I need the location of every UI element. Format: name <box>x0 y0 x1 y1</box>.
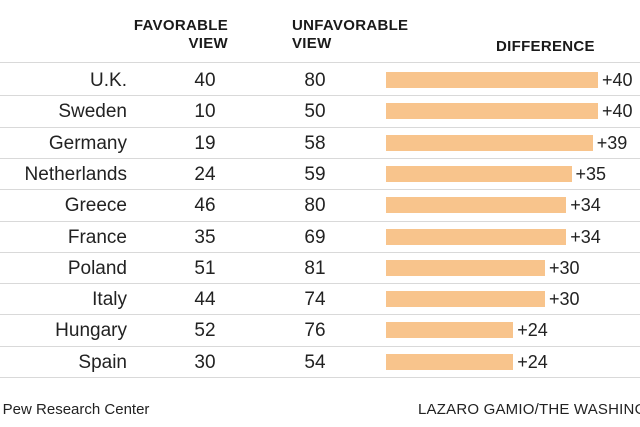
country-label: U.K. <box>90 70 127 91</box>
unfavorable-value: 81 <box>304 257 326 279</box>
table-row: Spain 30 54 +24 <box>0 347 640 378</box>
row-divider <box>0 251 640 253</box>
favorable-header-line-1: FAVORABLE <box>133 17 228 34</box>
country-label: Sweden <box>58 101 127 123</box>
difference-label: +24 <box>517 320 548 341</box>
table-row: France 35 69 +34 <box>0 222 640 253</box>
table-row: Poland 51 81 +30 <box>0 253 640 284</box>
difference-label: +30 <box>549 289 580 310</box>
country-label: Greece <box>64 195 127 217</box>
country-label: Poland <box>67 257 127 279</box>
favorable-header-line-2: VIEW <box>188 35 228 52</box>
row-divider <box>0 345 640 347</box>
favorable-value: 19 <box>194 132 216 154</box>
favorable-value: 40 <box>194 70 216 91</box>
difference-label: +35 <box>575 163 607 184</box>
row-divider <box>0 95 640 97</box>
unfavorable-value: 76 <box>304 320 326 342</box>
unfavorable-value: 74 <box>304 289 326 311</box>
favorable-value: 30 <box>194 351 216 373</box>
difference-label: +39 <box>596 132 628 153</box>
table-row: Netherlands 24 59 +35 <box>0 159 640 190</box>
unfavorable-value: 50 <box>304 101 326 123</box>
unfavorable-value: 54 <box>304 351 326 373</box>
unfavorable-value: 58 <box>304 132 326 154</box>
difference-bar <box>386 259 545 276</box>
country-label: Netherlands <box>24 163 127 185</box>
unfavorable-value: 69 <box>304 226 326 248</box>
country-label: Spain <box>78 351 127 373</box>
difference-bar <box>386 322 514 339</box>
row-divider <box>0 377 640 378</box>
table-row: Germany 19 58 +39 <box>0 128 640 159</box>
difference-label: +40 <box>602 101 633 122</box>
row-divider <box>0 314 640 316</box>
country-label: France <box>67 226 127 248</box>
unfavorable-value: 80 <box>304 70 326 91</box>
unfavorable-value: 59 <box>304 163 326 185</box>
country-label: Hungary <box>55 320 127 342</box>
favorable-value: 44 <box>194 289 216 311</box>
header-divider <box>0 62 640 63</box>
difference-header: DIFFERENCE <box>496 38 595 55</box>
difference-bar <box>386 197 567 214</box>
row-divider <box>0 157 640 159</box>
credit-line: LAZARO GAMIO/THE WASHINGTO <box>418 401 640 418</box>
table-row: Sweden 10 50 +40 <box>0 96 640 127</box>
favorable-view-header: FAVORABLE VIEW <box>134 17 228 53</box>
row-divider <box>0 283 640 285</box>
difference-label: +30 <box>549 257 580 278</box>
difference-bar <box>386 353 514 370</box>
difference-bar <box>386 291 545 308</box>
table-row: Greece 46 80 +34 <box>0 190 640 221</box>
difference-label: +40 <box>602 70 633 90</box>
unfavorable-view-header: UNFAVORABLE VIEW <box>292 17 408 53</box>
unfavorable-header-line-1: UNFAVORABLE <box>292 17 409 34</box>
table-row: Hungary 52 76 +24 <box>0 315 640 346</box>
difference-bar <box>386 72 598 88</box>
difference-bar <box>386 165 572 182</box>
difference-label: +34 <box>570 195 601 216</box>
unfavorable-value: 80 <box>304 195 326 217</box>
difference-label: +34 <box>570 226 601 247</box>
row-divider <box>0 220 640 222</box>
row-divider <box>0 189 640 191</box>
table-row: Italy 44 74 +30 <box>0 284 640 315</box>
difference-bar <box>386 134 593 151</box>
favorable-value: 10 <box>194 101 216 123</box>
row-divider <box>0 126 640 128</box>
country-label: Italy <box>92 289 127 311</box>
favorable-value: 24 <box>194 163 216 185</box>
favorable-value: 35 <box>194 226 216 248</box>
unfavorable-header-line-2: VIEW <box>292 35 332 52</box>
difference-label: +24 <box>517 351 548 372</box>
country-label: Germany <box>48 132 127 154</box>
source-note: e: Pew Research Center <box>0 401 150 418</box>
difference-bar <box>386 228 567 245</box>
table-row: U.K. 40 80 +40 <box>0 65 640 96</box>
favorable-value: 46 <box>194 195 216 217</box>
favorable-value: 52 <box>194 320 216 342</box>
favorable-value: 51 <box>194 257 216 279</box>
difference-bar <box>386 103 598 120</box>
